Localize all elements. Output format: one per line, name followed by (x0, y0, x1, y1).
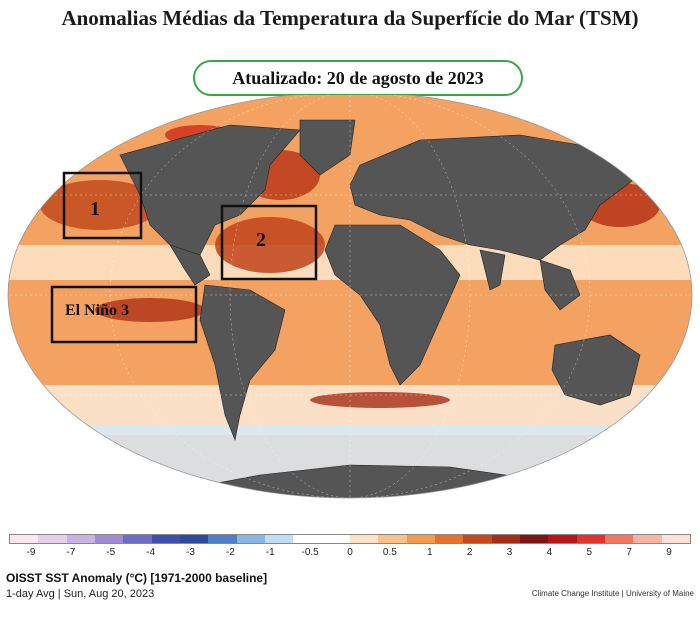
colorbar-segment (179, 535, 209, 543)
region-label-el-nino: El Niño 3 (65, 302, 129, 319)
colorbar-tick-label: 0.5 (382, 547, 397, 558)
credit-text: Climate Change Institute | University of… (531, 589, 694, 598)
colorbar-segment (264, 535, 294, 543)
hot-patch-el-nino (95, 298, 205, 322)
colorbar-tick-label: -9 (26, 547, 36, 558)
colorbar-segment (491, 535, 520, 543)
colorbar-segment (406, 535, 435, 543)
colorbar-tick-label: -4 (146, 547, 156, 558)
colorbar-segment (463, 535, 492, 543)
colorbar-segment (604, 535, 634, 543)
colorbar-tick-label: -2 (225, 547, 235, 558)
colorbar-tick-label: 5 (586, 547, 593, 558)
land-australia (551, 334, 641, 406)
colorbar-segment (434, 535, 464, 543)
globe-outline (7, 95, 693, 499)
region-box-1: 1 (62, 171, 143, 240)
colorbar-tick-label: -0.5 (301, 547, 319, 558)
colorbar-tick-label: 3 (506, 547, 513, 558)
page-title: Anomalias Médias da Temperatura da Super… (61, 6, 639, 30)
colorbar-tick-label: 2 (466, 547, 473, 558)
colorbar-tick-label: 7 (626, 547, 632, 558)
colorbar-tick-label: 4 (546, 547, 553, 558)
hot-patch-south-atlantic (310, 392, 450, 408)
land-north-america (119, 124, 301, 256)
dataset-subtitle: 1-day Avg | Sun, Aug 20, 2023 (6, 588, 155, 600)
colorbar-tick-label: -7 (66, 547, 76, 558)
region-label-2: 2 (256, 229, 266, 251)
land-india (479, 249, 506, 291)
colorbar-segment (548, 535, 577, 543)
colorbar (9, 534, 691, 544)
updated-date-badge: Atualizado: 20 de agosto de 2023 (193, 60, 523, 96)
colorbar-segment (123, 535, 152, 543)
colorbar-segment (519, 535, 549, 543)
region-box-el-nino: El Niño 3 (50, 285, 198, 344)
colorbar-segment (10, 535, 39, 543)
colorbar-segment (208, 535, 237, 543)
colorbar-segment (633, 535, 662, 543)
colorbar-tick-label: 1 (426, 547, 433, 558)
land-central-america (169, 244, 211, 286)
colorbar-segment (378, 535, 407, 543)
sst-anomaly-map: 1 2 El Niño 3 (7, 95, 693, 499)
land-greenland (299, 119, 356, 176)
colorbar-tick-label: -3 (186, 547, 195, 558)
region-label-1: 1 (90, 198, 100, 220)
colorbar-segment (349, 535, 379, 543)
colorbar-segment (661, 535, 690, 543)
hot-patch-north-atlantic (215, 217, 325, 273)
region-box-2: 2 (220, 204, 318, 281)
colorbar-segment (151, 535, 180, 543)
colorbar-segment (38, 535, 67, 543)
colorbar-tick-label: 0 (347, 547, 353, 558)
colorbar-ticks: -9 -7 -5 -4 -3 -2 -1 -0.5 0 0.5 1 2 3 4 5 7 9 (9, 547, 691, 561)
colorbar-tick-label: 9 (666, 547, 672, 558)
colorbar-segment (94, 535, 124, 543)
colorbar-segment (321, 535, 350, 543)
colorbar-tick-label: -5 (106, 547, 116, 558)
colorbar-segment (293, 535, 322, 543)
land-africa (324, 224, 461, 386)
land-southeast-asia (539, 259, 581, 311)
dataset-title: OISST SST Anomaly (°C) [1971-2000 baseli… (6, 571, 268, 585)
hot-patch-north-pacific (40, 180, 160, 230)
colorbar-segment (576, 535, 605, 543)
colorbar-segment (66, 535, 95, 543)
colorbar-segment (236, 535, 265, 543)
land-south-america (199, 284, 286, 442)
graticule (8, 95, 692, 498)
colorbar-tick-label: -1 (265, 547, 275, 558)
